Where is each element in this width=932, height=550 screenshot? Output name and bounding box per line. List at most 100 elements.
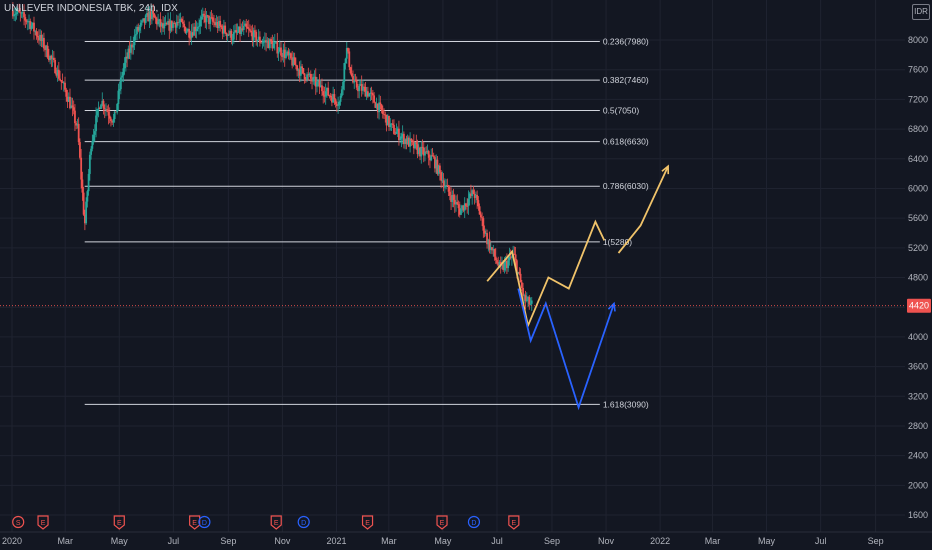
candle-body	[398, 128, 400, 141]
candle-body	[355, 80, 358, 88]
candle-body	[18, 10, 20, 13]
candle-body	[154, 17, 157, 19]
candle-body	[117, 90, 120, 104]
candle-body	[245, 23, 248, 27]
candle-body	[80, 157, 83, 180]
candle-body	[386, 115, 389, 126]
candle-body	[452, 194, 455, 200]
candle-body	[198, 26, 200, 28]
candle-body	[15, 12, 18, 15]
event-marker-label: E	[440, 520, 445, 527]
candle-body	[205, 15, 208, 23]
candle-body	[226, 34, 229, 37]
candle-body	[23, 12, 25, 18]
candle-body	[522, 287, 524, 296]
candle-body	[426, 151, 429, 153]
candle-body	[492, 248, 495, 251]
event-marker-label: S	[16, 520, 21, 527]
candle-body	[93, 131, 96, 135]
candle-body	[317, 80, 320, 82]
candle-body	[298, 69, 301, 76]
candle-body	[478, 206, 481, 215]
candle-body	[165, 22, 168, 25]
candle-body	[345, 48, 348, 59]
candle-body	[240, 28, 243, 35]
candle-body	[435, 159, 438, 169]
candle-body	[108, 115, 111, 119]
candle-body	[239, 26, 241, 35]
candle-body	[55, 73, 58, 76]
candle-body	[123, 62, 126, 69]
candle-body	[476, 194, 479, 201]
candle-body	[302, 68, 305, 74]
candle-body	[77, 123, 80, 143]
x-tick-label: May	[434, 536, 452, 546]
candle-body	[57, 69, 60, 79]
earnings-marker	[37, 515, 49, 530]
candle-body	[353, 80, 356, 83]
candle-body	[251, 32, 254, 41]
candle-body	[324, 91, 327, 97]
x-tick-label: Sep	[220, 536, 236, 546]
candle-body	[431, 155, 434, 157]
candle-body	[425, 151, 428, 153]
candle-body	[405, 139, 408, 144]
candle-body	[74, 110, 76, 124]
x-tick-label: 2021	[326, 536, 346, 546]
candle-body	[235, 30, 238, 33]
candle-body	[483, 230, 486, 234]
candle-body	[209, 17, 212, 24]
x-tick-label: Jul	[491, 536, 503, 546]
candle-body	[349, 67, 352, 74]
candle-body	[421, 146, 424, 148]
candle-body	[246, 26, 249, 29]
candle-body	[316, 81, 318, 87]
candle-body	[177, 21, 179, 23]
earnings-marker	[270, 515, 282, 530]
candle-body	[139, 22, 142, 28]
candle-body	[277, 51, 280, 54]
candle-body	[185, 31, 188, 34]
candle-body	[115, 111, 117, 113]
candle-body	[92, 134, 95, 141]
candle-body	[295, 64, 297, 66]
candle-body	[281, 55, 284, 57]
candle-body	[438, 165, 441, 173]
earnings-marker	[361, 515, 374, 530]
candle-body	[64, 82, 66, 90]
candle-body	[122, 68, 125, 76]
candle-body	[45, 45, 48, 50]
candle-body	[468, 193, 471, 199]
projection-path	[486, 219, 606, 329]
candle-body	[285, 53, 287, 58]
candle-body	[496, 260, 498, 264]
fib-level-label: 0.786(6030)	[603, 181, 649, 191]
candle-body	[216, 22, 219, 29]
candle-body	[488, 239, 491, 250]
candle-body	[456, 202, 459, 205]
x-tick-label: Sep	[544, 536, 560, 546]
candle-body	[451, 194, 454, 202]
candle-body	[388, 115, 390, 128]
candle-body	[370, 92, 373, 94]
currency-badge[interactable]: IDR	[912, 4, 930, 20]
candle-body	[211, 17, 214, 22]
candle-body	[309, 73, 312, 79]
candle-body	[437, 165, 440, 174]
candle-body	[509, 256, 512, 258]
candle-body	[473, 193, 476, 198]
projection-path	[517, 288, 615, 411]
candle-body	[19, 12, 22, 14]
candle-body	[513, 253, 516, 255]
candle-body	[358, 85, 361, 92]
candle-body	[155, 18, 158, 25]
candle-body	[399, 138, 402, 141]
candle-body	[146, 13, 148, 16]
fib-level-label: 0.382(7460)	[603, 75, 649, 85]
candle-body	[474, 194, 477, 198]
candle-body	[416, 144, 419, 155]
candle-body	[487, 239, 490, 245]
candle-body	[303, 73, 306, 80]
